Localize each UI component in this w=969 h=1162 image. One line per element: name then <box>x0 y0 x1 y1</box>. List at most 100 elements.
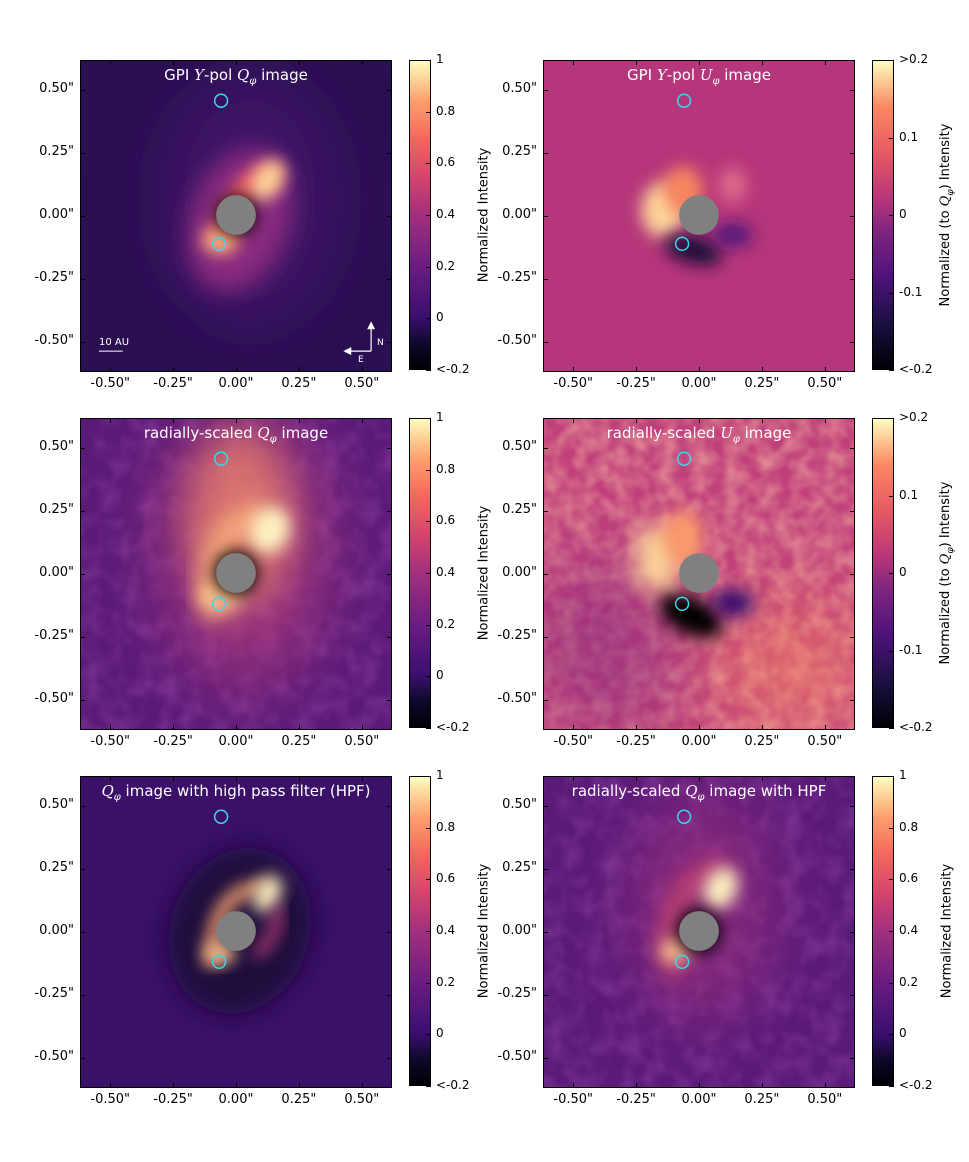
y-tick-mark <box>387 699 392 701</box>
colorbar-tick-mark <box>426 266 431 268</box>
panel-hpf-qphi: Qφ image with high pass filter (HPF) <box>80 776 392 1088</box>
y-tick-mark <box>387 636 392 638</box>
y-tick-label: 0.50" <box>502 81 537 97</box>
x-tick-mark <box>573 1083 575 1088</box>
x-tick-label: -0.50" <box>553 734 593 749</box>
x-tick-label: 0.25" <box>281 1092 317 1107</box>
x-tick-mark <box>761 776 763 781</box>
x-tick-mark <box>173 725 175 730</box>
y-tick-label: -0.25" <box>34 269 74 285</box>
x-tick-label: -0.25" <box>153 1092 193 1107</box>
colorbar-tick-label: 0.1 <box>899 129 919 144</box>
colorbar-tick-label: 0.6 <box>436 871 456 886</box>
y-tick-label: 0.25" <box>502 860 537 876</box>
x-tick-mark <box>361 418 363 423</box>
x-tick-mark <box>298 60 300 65</box>
y-tick-mark <box>543 574 548 575</box>
x-tick-mark <box>824 418 826 423</box>
y-tick-mark <box>850 90 855 92</box>
x-tick-mark <box>173 1083 175 1088</box>
colorbar-tick-mark <box>426 215 431 216</box>
y-tick-mark <box>850 341 855 343</box>
y-tick-mark <box>543 90 548 92</box>
x-tick-mark <box>236 1083 237 1088</box>
x-tick-mark <box>236 418 237 423</box>
colorbar-tick-label: 0.6 <box>436 155 456 170</box>
y-tick-label: 0.00" <box>39 923 74 938</box>
colorbar-tick-label: <-0.2 <box>899 1078 933 1092</box>
x-tick-label: -0.50" <box>90 734 130 749</box>
x-tick-mark <box>361 60 363 65</box>
x-tick-mark <box>824 1083 826 1088</box>
panel-radial-uphi: radially-scaled Uφ image <box>543 418 855 730</box>
x-tick-label: -0.50" <box>90 376 130 391</box>
marker-circle <box>211 236 227 252</box>
y-tick-mark <box>80 869 85 871</box>
x-tick-mark <box>824 776 826 781</box>
colorbar-label: Normalized Intensity <box>939 863 955 999</box>
east-label: E <box>358 355 364 365</box>
panel-title: GPI Y-pol Uφ image <box>627 66 771 87</box>
y-tick-label: 0.00" <box>39 565 74 580</box>
y-tick-mark <box>850 153 855 155</box>
colorbar-tick-label: 0.4 <box>436 565 456 579</box>
x-tick-mark <box>761 725 763 730</box>
y-tick-mark <box>80 216 85 217</box>
colorbar-tick-mark <box>889 573 894 574</box>
y-tick-mark <box>387 994 392 996</box>
colorbar-tick-label: 0 <box>899 207 907 221</box>
x-tick-mark <box>761 60 763 65</box>
colorbar-tick-mark <box>426 111 431 113</box>
x-tick-mark <box>573 725 575 730</box>
colorbar-tick-label: 0.2 <box>436 974 456 989</box>
x-tick-mark <box>298 725 300 730</box>
marker-circle <box>676 93 692 108</box>
y-tick-mark <box>543 216 548 217</box>
colorbar-tick-label: 1 <box>436 768 444 782</box>
y-tick-label: -0.50" <box>34 332 74 348</box>
y-tick-mark <box>387 90 392 92</box>
y-tick-mark <box>387 806 392 808</box>
y-tick-mark <box>543 932 548 933</box>
colorbar-tick-mark <box>426 573 431 574</box>
colorbar-tick-label: 1 <box>436 410 444 424</box>
y-tick-mark <box>543 278 548 280</box>
y-tick-mark <box>850 869 855 871</box>
panel-gpi-uphi: GPI Y-pol Uφ image <box>543 60 855 372</box>
colorbar-tick-mark <box>889 1086 894 1087</box>
x-tick-label: 0.00" <box>218 376 254 391</box>
y-tick-mark <box>543 636 548 638</box>
colorbar-tick-label: >0.2 <box>899 52 929 66</box>
x-tick-mark <box>636 367 638 372</box>
x-tick-label: 0.25" <box>744 734 780 749</box>
y-tick-label: -0.25" <box>497 269 537 285</box>
colorbar-tick-mark <box>426 624 431 626</box>
colorbar-tick-mark <box>426 370 431 371</box>
marker-circle <box>676 809 692 824</box>
colorbar-tick-label: 0.8 <box>436 103 456 118</box>
colorbar-tick-label: <-0.2 <box>899 362 933 376</box>
colorbar-tick-mark <box>889 827 894 829</box>
north-label: N <box>377 338 384 348</box>
colorbar-tick-mark <box>889 495 894 497</box>
y-tick-label: 0.25" <box>39 144 74 160</box>
y-tick-mark <box>850 216 855 217</box>
y-tick-mark <box>850 278 855 280</box>
colorbar-tick-mark <box>426 418 431 419</box>
y-tick-mark <box>850 932 855 933</box>
y-tick-label: 0.50" <box>502 797 537 813</box>
heatmap-radial-hpf-qphi <box>544 777 854 1087</box>
panel-title: radially-scaled Qφ image with HPF <box>571 782 827 803</box>
x-tick-mark <box>298 776 300 781</box>
colorbar-tick-label: >0.2 <box>899 410 929 424</box>
x-tick-label: 0.25" <box>744 1092 780 1107</box>
marker-circle <box>676 451 692 466</box>
colorbar-tick-mark <box>889 1034 894 1036</box>
y-tick-mark <box>850 699 855 701</box>
y-tick-mark <box>387 869 392 871</box>
colorbar-tick-label: 0 <box>899 565 907 579</box>
y-tick-mark <box>387 448 392 450</box>
coronagraph-mask <box>679 195 719 235</box>
colorbar-tick-label: 0.2 <box>436 616 456 631</box>
y-tick-label: 0.25" <box>39 502 74 518</box>
